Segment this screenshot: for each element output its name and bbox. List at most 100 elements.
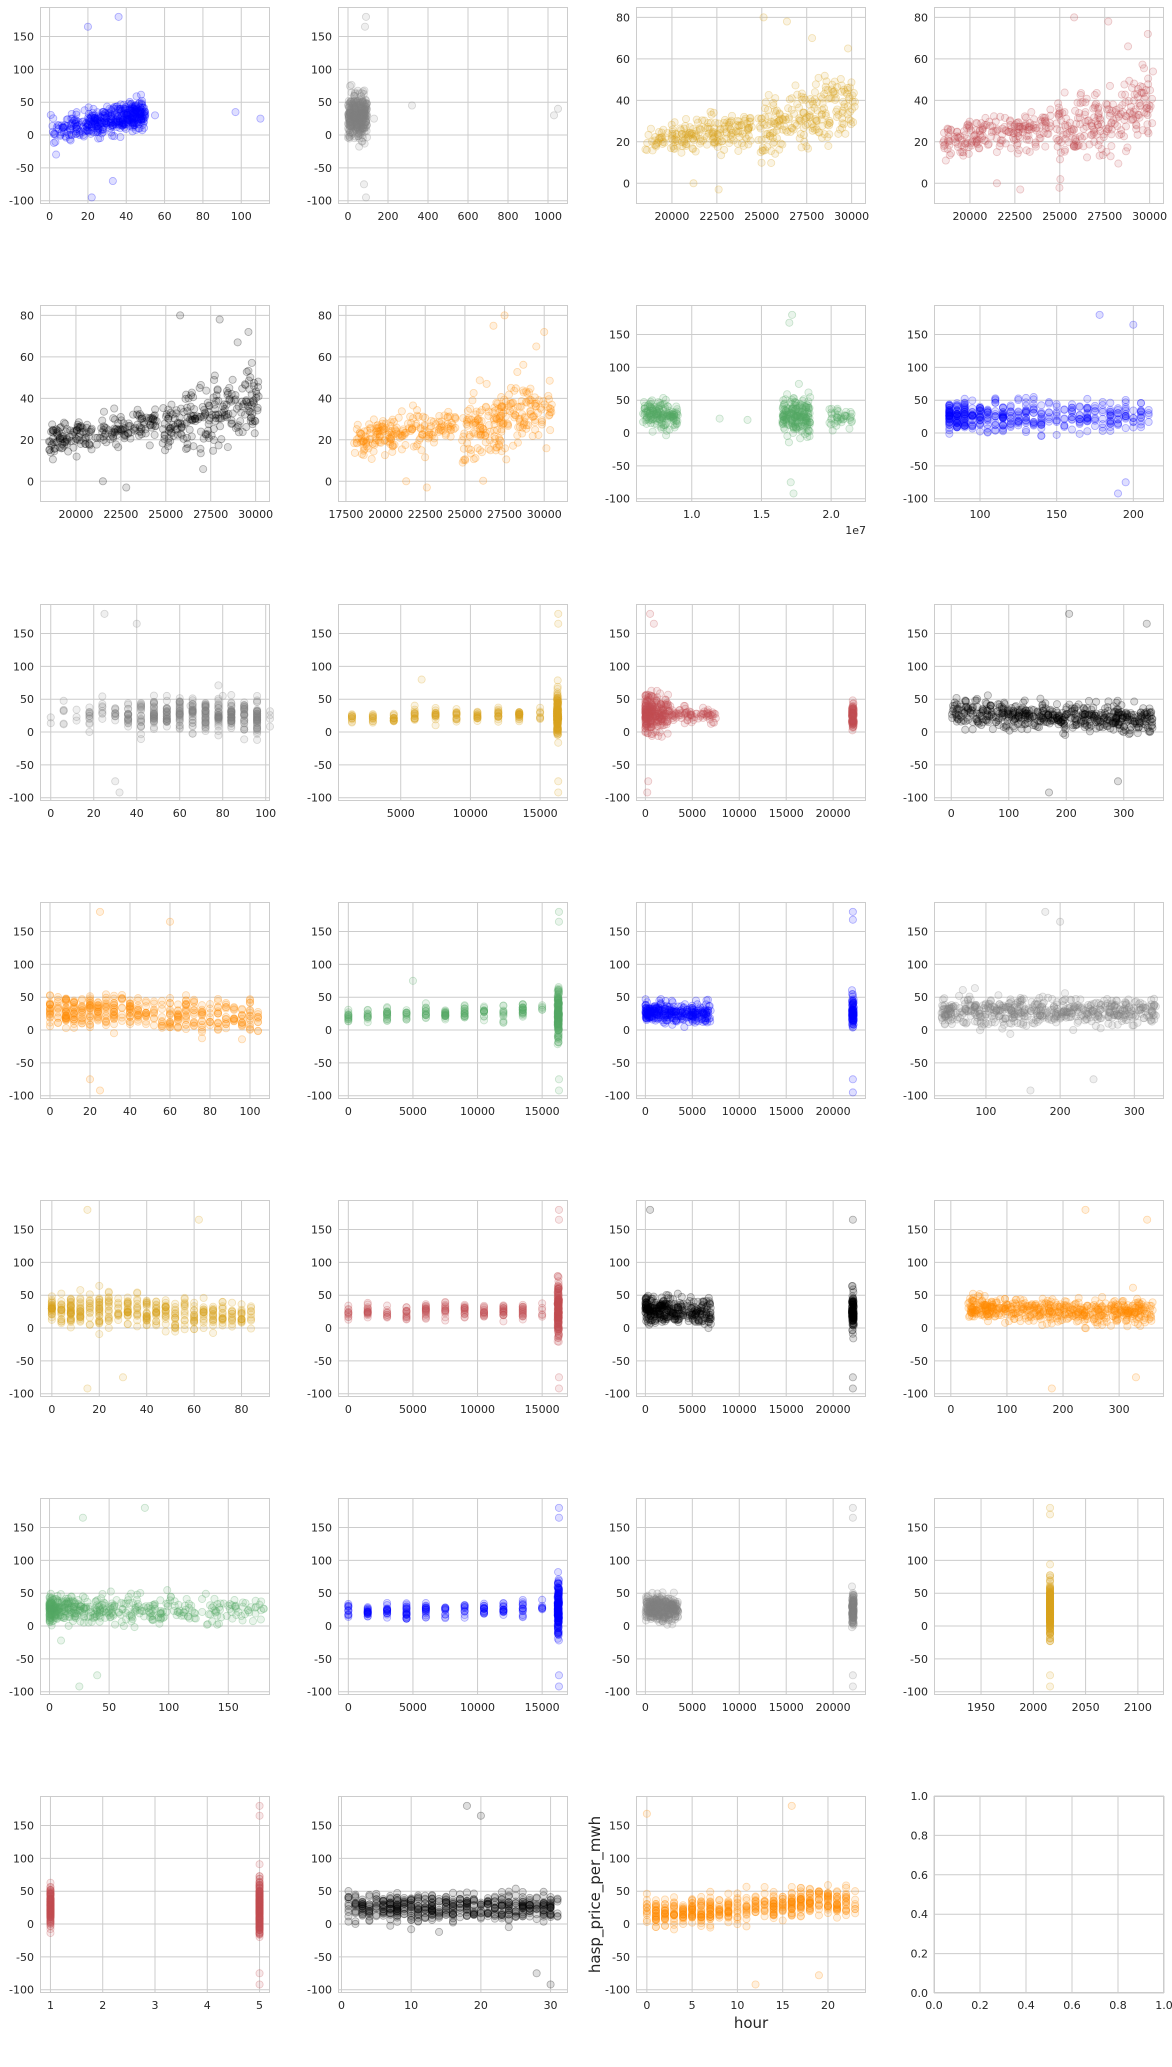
scatter-point (140, 111, 149, 120)
scatter-point (175, 710, 184, 719)
scatter-point (1121, 478, 1130, 487)
scatter-point (253, 711, 262, 720)
scatter-point (778, 418, 787, 427)
scatter-point (958, 147, 967, 156)
scatter-point (61, 419, 70, 428)
scatter-point (345, 128, 354, 137)
scatter-point (357, 92, 366, 101)
scatter-point (227, 715, 236, 724)
scatter-point (84, 127, 93, 136)
scatter-point (658, 414, 667, 423)
y-tick-label: 40 (20, 392, 34, 405)
scatter-point (127, 99, 136, 108)
scatter-point (355, 116, 364, 125)
scatter-point (227, 701, 236, 710)
scatter-point (783, 390, 792, 399)
scatter-point (351, 109, 360, 118)
scatter-point (149, 711, 158, 720)
scatter-point (769, 128, 778, 137)
scatter-point (668, 412, 677, 421)
scatter-point (1052, 400, 1061, 409)
scatter-point (661, 419, 670, 428)
scatter-point (359, 99, 368, 108)
scatter-point (240, 711, 249, 720)
scatter-point (363, 426, 372, 435)
scatter-point (768, 133, 777, 142)
scatter-point (553, 715, 562, 724)
scatter-point (1132, 121, 1141, 130)
scatter-point (982, 121, 991, 130)
scatter-point (661, 695, 670, 704)
scatter-point (642, 711, 651, 720)
scatter-point (670, 118, 679, 127)
scatter-point (727, 128, 736, 137)
scatter-point (848, 709, 857, 718)
scatter-point (657, 711, 666, 720)
scatter-point (1113, 421, 1122, 430)
scatter-point (137, 703, 146, 712)
scatter-point (251, 417, 260, 426)
scatter-point (91, 122, 100, 131)
scatter-point (998, 130, 1007, 139)
scatter-point (657, 418, 666, 427)
scatter-point (1014, 407, 1023, 416)
scatter-point (829, 88, 838, 97)
x-tick-label: 0 (345, 210, 352, 223)
scatter-point (149, 716, 158, 725)
scatter-point (1144, 418, 1153, 427)
scatter-point (94, 126, 103, 135)
scatter-point (646, 709, 655, 718)
scatter-point (1132, 125, 1141, 134)
scatter-point (497, 416, 506, 425)
scatter-point (798, 426, 807, 435)
scatter-point (346, 105, 355, 114)
gridlines (40, 604, 270, 801)
scatter-point (1136, 410, 1145, 419)
scatter-point (656, 133, 665, 142)
scatter-point (227, 717, 236, 726)
scatter-point (805, 414, 814, 423)
scatter-point (449, 425, 458, 434)
scatter-point (553, 717, 562, 726)
scatter-point (494, 712, 503, 721)
x-tick-label: 20000 (816, 807, 851, 820)
scatter-point (220, 400, 229, 409)
scatter-point (253, 711, 262, 720)
scatter-point (846, 412, 855, 421)
scatter-point (98, 709, 107, 718)
scatter-point (352, 438, 361, 447)
scatter-point (553, 700, 562, 709)
scatter-point (972, 135, 981, 144)
scatter-point (113, 425, 122, 434)
scatter-point (1140, 94, 1149, 103)
scatter-point (833, 105, 842, 114)
scatter-point (347, 120, 356, 129)
scatter-point (149, 713, 158, 722)
scatter-point (1071, 133, 1080, 142)
scatter-point (1072, 721, 1081, 730)
scatter-point (788, 405, 797, 414)
scatter-point (789, 125, 798, 134)
scatter-point (1098, 151, 1107, 160)
scatter-point (50, 129, 59, 138)
scatter-point (136, 414, 145, 423)
scatter-point (362, 117, 371, 126)
scatter-point (644, 407, 653, 416)
scatter-point (641, 712, 650, 721)
scatter-point (657, 732, 666, 741)
scatter-point (1014, 417, 1023, 426)
scatter-point (965, 122, 974, 131)
scatter-point (652, 712, 661, 721)
scatter-point (346, 106, 355, 115)
scatter-point (1148, 94, 1157, 103)
scatter-point (201, 718, 210, 727)
subplot-r1c2: 0 200 400 600 800 1000 -100 -50 0 50 100 150 (307, 7, 568, 223)
scatter-point (357, 103, 366, 112)
scatter-point (697, 709, 706, 718)
scatter-point (553, 714, 562, 723)
scatter-point (945, 419, 954, 428)
scatter-point (656, 712, 665, 721)
scatter-point (724, 122, 733, 131)
scatter-point (848, 705, 857, 714)
scatter-point (776, 139, 785, 148)
